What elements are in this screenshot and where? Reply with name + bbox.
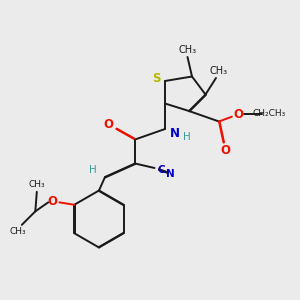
Text: O: O xyxy=(47,195,57,208)
Text: H: H xyxy=(88,165,96,176)
Text: N: N xyxy=(169,127,180,140)
Text: S: S xyxy=(152,72,161,85)
Text: CH₃: CH₃ xyxy=(210,66,228,76)
Text: C: C xyxy=(158,165,165,175)
Text: H: H xyxy=(183,132,190,142)
Text: CH₃: CH₃ xyxy=(28,180,45,190)
Text: N: N xyxy=(166,169,175,179)
Text: O: O xyxy=(233,108,243,121)
Text: CH₂CH₃: CH₂CH₃ xyxy=(253,109,286,118)
Text: CH₃: CH₃ xyxy=(9,227,26,236)
Text: O: O xyxy=(220,143,231,157)
Text: CH₃: CH₃ xyxy=(178,45,196,55)
Text: O: O xyxy=(103,118,114,131)
